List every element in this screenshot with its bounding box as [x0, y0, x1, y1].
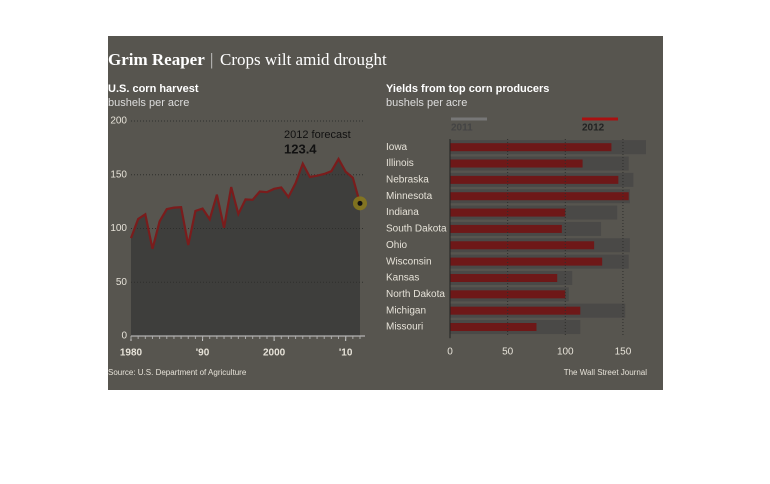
chart-title: U.S. corn harvest	[108, 83, 199, 95]
credit: The Wall Street Journal	[564, 368, 648, 377]
category-label: Illinois	[386, 158, 414, 169]
line	[129, 156, 362, 250]
bar	[450, 306, 581, 315]
y-tick-label: 150	[110, 169, 127, 180]
x-tick-label: 50	[502, 347, 514, 358]
bar	[450, 323, 537, 332]
bar	[450, 208, 566, 217]
area	[131, 158, 360, 336]
x-tick-label: '90	[196, 348, 210, 359]
y-tick-label: 200	[110, 116, 127, 127]
x-tick-label: 150	[615, 347, 632, 358]
separator: |	[210, 50, 213, 69]
bar	[450, 273, 558, 282]
category-label: Michigan	[386, 305, 426, 316]
source: Source: U.S. Department of Agriculture	[108, 368, 247, 377]
y-tick-label: 50	[116, 277, 128, 288]
category-label: North Dakota	[386, 289, 445, 300]
legend-label: 2012	[582, 123, 605, 134]
bar	[450, 175, 619, 184]
category-label: Iowa	[386, 142, 408, 153]
chart-subtitle: bushels per acre	[386, 97, 467, 109]
bar	[450, 290, 566, 299]
bar	[450, 143, 612, 152]
chart-title: Yields from top corn producers	[386, 83, 549, 95]
category-label: South Dakota	[386, 224, 447, 235]
y-tick-label: 0	[121, 331, 127, 342]
bar	[450, 241, 595, 250]
category-label: Minnesota	[386, 191, 433, 202]
category-label: Indiana	[386, 207, 419, 218]
y-axis-label: bushels per acre	[108, 97, 189, 109]
category-label: Nebraska	[386, 175, 429, 186]
legend-label: 2011	[451, 123, 473, 134]
x-tick-label: 2000	[263, 348, 286, 359]
category-label: Kansas	[386, 273, 419, 284]
annotation: 2012 forecast	[284, 129, 351, 141]
bar	[450, 192, 629, 201]
x-tick-label: 1980	[120, 348, 143, 359]
bar	[450, 224, 562, 233]
category-label: Wisconsin	[386, 256, 432, 267]
header-subtitle: Crops wilt amid drought	[220, 50, 387, 69]
bar	[450, 159, 583, 168]
y-tick-label: 100	[110, 223, 127, 234]
category-label: Ohio	[386, 240, 408, 251]
point	[357, 200, 363, 206]
header-title: Grim Reaper	[108, 50, 205, 69]
x-tick-label: 0	[447, 347, 453, 358]
bar	[450, 257, 603, 266]
x-tick-label: 100	[557, 347, 574, 358]
category-label: Missouri	[386, 322, 423, 333]
value-label: 123.4	[284, 141, 317, 156]
x-tick-label: '10	[339, 348, 353, 359]
